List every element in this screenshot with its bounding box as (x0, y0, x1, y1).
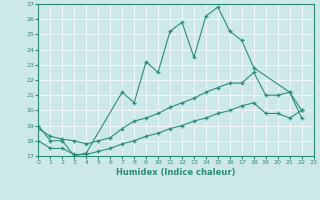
X-axis label: Humidex (Indice chaleur): Humidex (Indice chaleur) (116, 168, 236, 177)
